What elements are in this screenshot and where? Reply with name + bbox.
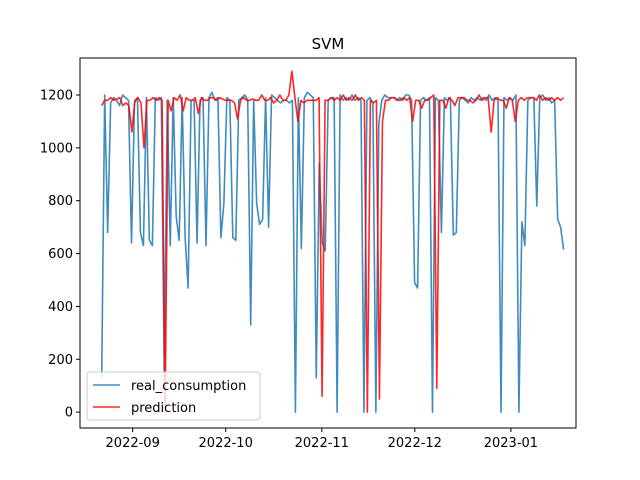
x-tick-label: 2022-11 (295, 436, 349, 451)
legend-label-prediction: prediction (131, 401, 196, 416)
x-tick-label: 2022-10 (199, 436, 253, 451)
legend: real_consumption prediction (86, 371, 261, 421)
y-tick-label: 200 (48, 353, 73, 368)
legend-label-real-consumption: real_consumption (131, 379, 246, 394)
y-axis: 0 200 400 600 800 1000 1200 (40, 89, 80, 421)
y-tick-label: 0 (65, 406, 73, 421)
y-tick-label: 400 (48, 300, 73, 315)
series-line-real-consumption (100, 91, 565, 413)
series-line-prediction (101, 70, 565, 413)
chart-title: SVM (312, 35, 345, 53)
legend-box (86, 371, 261, 421)
y-tick-label: 1200 (40, 89, 73, 104)
plot-frame (79, 57, 577, 429)
x-tick-label: 2022-12 (388, 436, 442, 451)
series-layer (100, 70, 565, 413)
x-tick-label: 2023-01 (484, 436, 538, 451)
y-tick-label: 800 (48, 194, 73, 209)
y-tick-label: 600 (48, 247, 73, 262)
x-tick-label: 2022-09 (106, 436, 160, 451)
x-axis: 2022-09 2022-10 2022-11 2022-12 2023-01 (106, 428, 538, 451)
y-tick-label: 1000 (40, 141, 73, 156)
